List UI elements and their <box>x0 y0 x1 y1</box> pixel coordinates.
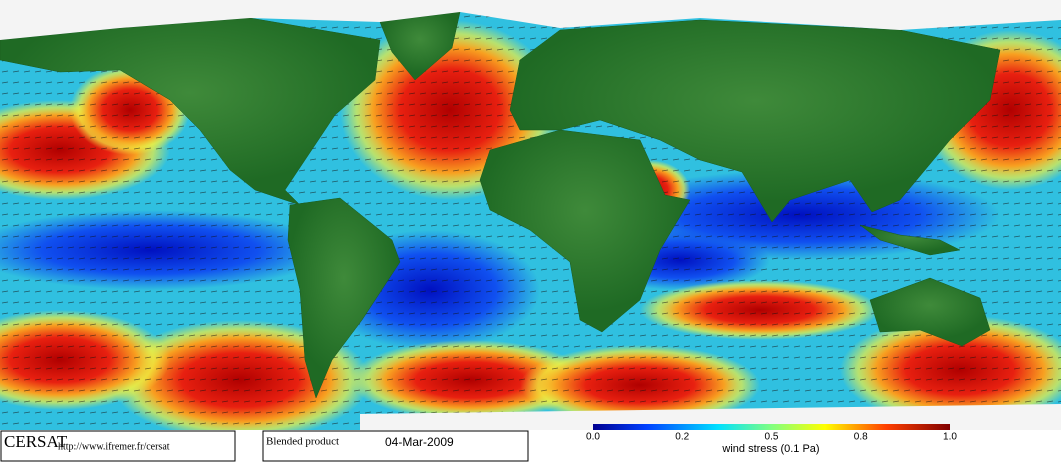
eurasia <box>509 19 1001 223</box>
ice <box>0 0 1061 430</box>
footer: CERSAT http://www.ifremer.fr/cersat Blen… <box>0 424 1061 462</box>
product-box <box>262 430 529 462</box>
date: 04-Mar-2009 <box>385 435 454 449</box>
logo: CERSAT <box>4 432 68 451</box>
land <box>0 11 1001 399</box>
colorbar-tick-label: 0.0 <box>586 432 600 443</box>
indonesia <box>859 224 961 256</box>
colorbar-ticks: 0.0 0.2 0.5 0.8 1.0 <box>586 432 957 443</box>
product-label: Blended product <box>266 436 339 448</box>
colorbar-tick-label: 0.2 <box>675 432 689 443</box>
colorbar-label: wind stress (0.1 Pa) <box>721 443 819 455</box>
south-america <box>287 197 401 399</box>
africa <box>479 129 691 333</box>
australia <box>869 277 991 347</box>
colorbar-tick-label: 1.0 <box>943 432 957 443</box>
url: http://www.ifremer.fr/cersat <box>58 441 170 452</box>
colorbar <box>593 424 950 430</box>
logo-box <box>0 430 236 462</box>
colorbar-tick-label: 0.8 <box>854 432 868 443</box>
colorbar-tick-label: 0.5 <box>765 432 779 443</box>
